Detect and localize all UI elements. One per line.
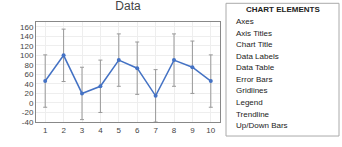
svg-text:7: 7 xyxy=(153,126,158,135)
svg-text:40: 40 xyxy=(24,80,33,89)
svg-text:2: 2 xyxy=(61,126,66,135)
svg-text:3: 3 xyxy=(80,126,85,135)
svg-text:6: 6 xyxy=(135,126,140,135)
svg-text:Axes: Axes xyxy=(236,17,254,26)
svg-text:Gridlines: Gridlines xyxy=(236,86,268,95)
svg-text:Axis Titles: Axis Titles xyxy=(236,29,272,38)
svg-text:160: 160 xyxy=(20,23,34,32)
svg-text:120: 120 xyxy=(20,42,34,51)
svg-text:140: 140 xyxy=(20,32,34,41)
svg-text:4: 4 xyxy=(98,126,103,135)
svg-text:Up/Down Bars: Up/Down Bars xyxy=(236,121,288,130)
svg-text:-20: -20 xyxy=(22,108,34,117)
svg-text:9: 9 xyxy=(190,126,195,135)
svg-text:Legend: Legend xyxy=(236,98,263,107)
svg-text:Data Table: Data Table xyxy=(236,63,275,72)
svg-text:8: 8 xyxy=(172,126,177,135)
svg-text:Data Labels: Data Labels xyxy=(236,52,279,61)
svg-text:-40: -40 xyxy=(22,118,34,127)
svg-text:60: 60 xyxy=(24,70,33,79)
svg-text:0: 0 xyxy=(29,99,34,108)
svg-text:Error Bars: Error Bars xyxy=(236,75,272,84)
svg-text:80: 80 xyxy=(24,61,33,70)
svg-text:Trendline: Trendline xyxy=(236,110,270,119)
svg-text:100: 100 xyxy=(20,51,34,60)
svg-text:CHART ELEMENTS: CHART ELEMENTS xyxy=(246,5,320,14)
svg-text:Data: Data xyxy=(115,0,141,13)
svg-text:20: 20 xyxy=(24,89,33,98)
svg-text:10: 10 xyxy=(206,126,215,135)
svg-text:Chart Title: Chart Title xyxy=(236,40,273,49)
svg-text:5: 5 xyxy=(117,126,122,135)
svg-text:1: 1 xyxy=(43,126,48,135)
